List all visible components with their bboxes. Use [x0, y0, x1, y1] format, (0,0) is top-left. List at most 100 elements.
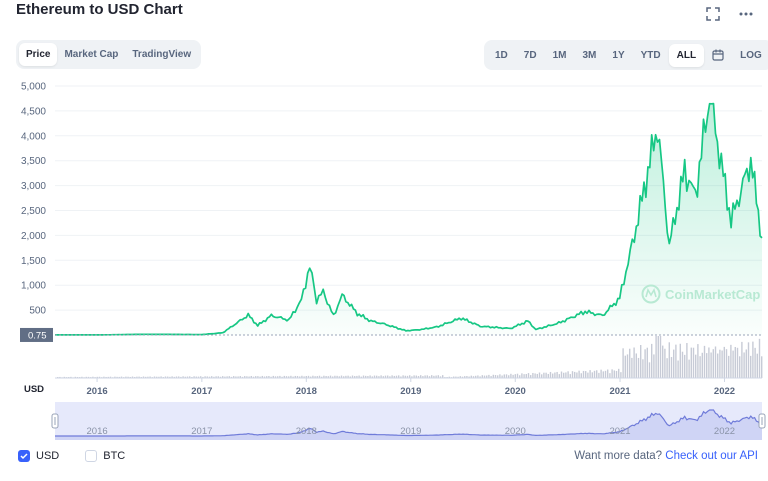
- volume-bar: [611, 369, 613, 378]
- volume-bar: [470, 375, 472, 378]
- volume-bar: [259, 376, 261, 378]
- volume-bar: [508, 375, 510, 378]
- volume-bar: [281, 376, 283, 378]
- volume-bar: [750, 355, 752, 378]
- y-tick-label: 4,000: [21, 131, 46, 142]
- volume-bar: [626, 354, 629, 378]
- volume-bar: [527, 373, 530, 378]
- range-ytd[interactable]: YTD: [640, 49, 661, 61]
- api-promo: Want more data? Check out our API: [574, 450, 758, 462]
- volume-bar: [538, 372, 541, 378]
- volume-bar: [741, 341, 743, 378]
- tab-price[interactable]: Price: [19, 43, 58, 66]
- range-all[interactable]: ALL: [668, 43, 705, 67]
- navigator-year-label: 2020: [505, 426, 526, 437]
- volume-bar: [523, 374, 525, 378]
- volume-bar: [200, 376, 202, 378]
- fullscreen-icon[interactable]: [704, 5, 722, 23]
- api-link[interactable]: Check out our API: [665, 450, 758, 462]
- volume-bar: [127, 376, 129, 378]
- volume-bar: [675, 344, 677, 378]
- y-tick-label: 3,500: [21, 156, 46, 167]
- volume-bar: [222, 376, 224, 378]
- volume-bar: [543, 372, 545, 378]
- volume-bar: [327, 376, 329, 378]
- range-1d[interactable]: 1D: [495, 49, 508, 61]
- volume-bar: [708, 347, 710, 378]
- volume-bar: [651, 343, 653, 378]
- volume-bar: [697, 344, 699, 378]
- api-prefix: Want more data?: [574, 450, 663, 462]
- tab-tradingview[interactable]: TradingView: [132, 49, 192, 60]
- x-axis: USD 2016 2017 2018 2019 2020 2021 2022: [24, 378, 735, 397]
- volume-bar: [415, 375, 417, 378]
- volume-bar: [343, 376, 345, 378]
- volume-bar: [549, 371, 552, 378]
- volume-bar: [420, 375, 422, 378]
- volume-bar: [582, 370, 585, 378]
- volume-bar: [723, 346, 725, 378]
- volume-bar: [710, 352, 712, 378]
- volume-bar: [153, 376, 156, 378]
- volume-bar: [701, 352, 703, 378]
- usd-label[interactable]: USD: [36, 450, 60, 462]
- volume-bar: [699, 356, 701, 378]
- volume-bar: [332, 376, 334, 378]
- navigator-handle-right[interactable]: [758, 413, 766, 429]
- more-dots-icon[interactable]: [737, 5, 755, 23]
- volume-bar: [63, 376, 65, 378]
- volume-bar: [167, 376, 169, 378]
- volume-bar: [754, 347, 756, 378]
- volume-bar: [494, 374, 497, 378]
- volume-bar: [459, 376, 461, 378]
- range-1y[interactable]: 1Y: [612, 49, 625, 61]
- price-chart[interactable]: 500 1,000 1,500 2,000 2,500 3,000 3,500 4,000 4,…: [0, 0, 768, 448]
- range-navigator[interactable]: 2016 2017 2018 2019 2020 2021 2022: [51, 402, 766, 440]
- volume-bar: [59, 376, 61, 378]
- volume-bar: [477, 375, 479, 378]
- volume-bar: [279, 375, 281, 378]
- navigator-handle-left[interactable]: [51, 413, 59, 429]
- volume-bar: [384, 375, 387, 378]
- volume-bar: [574, 371, 576, 378]
- volume-bar: [400, 376, 402, 378]
- volume-bar: [217, 376, 219, 378]
- volume-bar: [283, 375, 285, 378]
- tab-market-cap[interactable]: Market Cap: [64, 49, 119, 60]
- volume-bar: [679, 343, 681, 378]
- volume-bar: [233, 376, 235, 378]
- range-3m[interactable]: 3M: [582, 49, 597, 61]
- volume-bar: [739, 356, 741, 378]
- usd-checkbox[interactable]: [18, 450, 30, 462]
- volume-bar: [435, 375, 437, 378]
- volume-bar: [336, 375, 338, 378]
- volume-bar: [503, 374, 505, 378]
- volume-bar: [87, 376, 90, 378]
- volume-bar: [417, 375, 420, 378]
- btc-checkbox[interactable]: [85, 450, 98, 462]
- volume-bar: [615, 370, 618, 378]
- volume-bar: [74, 376, 76, 378]
- volume-bar: [433, 375, 435, 378]
- volume-bar: [193, 376, 195, 378]
- volume-bar: [202, 376, 204, 378]
- volume-bar: [228, 376, 230, 378]
- range-1m[interactable]: 1M: [552, 49, 567, 61]
- volume-bar: [428, 376, 431, 378]
- btc-label[interactable]: BTC: [103, 450, 126, 462]
- range-7d[interactable]: 7D: [523, 49, 537, 61]
- volume-bar: [618, 368, 620, 378]
- calendar-icon[interactable]: [704, 43, 732, 67]
- currency-options: USD BTC: [18, 450, 125, 462]
- volume-bar: [505, 374, 508, 378]
- log-toggle[interactable]: LOG: [740, 49, 762, 61]
- volume-bar: [398, 375, 400, 378]
- volume-bar: [321, 376, 323, 378]
- volume-bar: [587, 372, 589, 378]
- volume-bar: [719, 349, 721, 378]
- volume-bar: [457, 376, 459, 378]
- volume-bar: [734, 346, 736, 378]
- volume-bar: [437, 375, 439, 378]
- volume-bar: [395, 375, 398, 378]
- baseline-label: 0.75: [28, 330, 47, 341]
